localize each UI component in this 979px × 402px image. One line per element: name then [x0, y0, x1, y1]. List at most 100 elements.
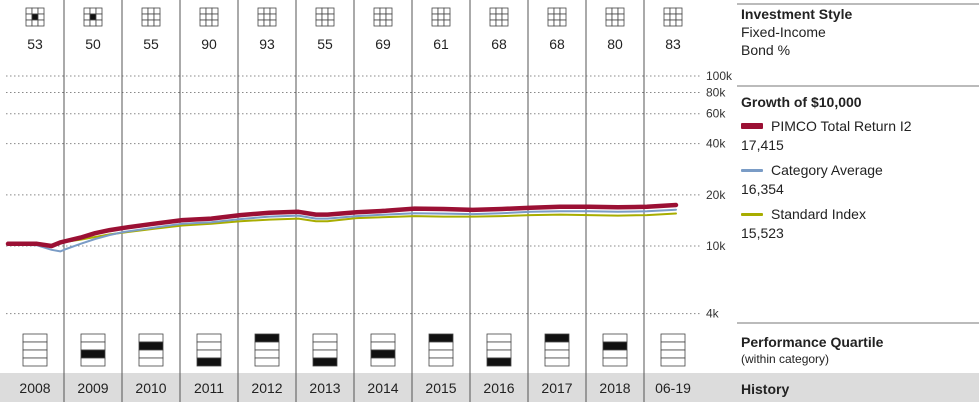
style-box-cell	[257, 13, 265, 21]
style-box-cell	[83, 19, 91, 27]
style-box-cell	[443, 19, 451, 27]
style-box-cell	[327, 19, 335, 27]
style-box-cell	[37, 19, 45, 27]
history-year-label: 2011	[194, 380, 224, 396]
style-box-cell	[25, 19, 33, 27]
quartile-cell	[196, 349, 222, 359]
style-box-cell	[663, 19, 671, 27]
quartile-cell	[370, 333, 396, 343]
style-box-cell	[141, 7, 149, 15]
style-box-cell	[89, 19, 97, 27]
history-year-label: 2018	[599, 380, 630, 396]
investment-style-line1: Fixed-Income	[741, 24, 826, 40]
quartile-cell	[486, 349, 512, 359]
style-box-cell	[211, 19, 219, 27]
history-year-label: 2013	[309, 380, 340, 396]
history-year-label: 2017	[541, 380, 572, 396]
quartile-cell	[312, 341, 338, 351]
quartile-cell	[138, 349, 164, 359]
style-box-cell	[327, 7, 335, 15]
quartile-cell	[80, 341, 106, 351]
style-box-cell	[489, 13, 497, 21]
legend-label-category: Category Average	[771, 162, 883, 178]
style-box-cell	[617, 19, 625, 27]
style-box-cell	[431, 7, 439, 15]
style-box-cell	[31, 13, 39, 21]
style-box-cell	[437, 7, 445, 15]
style-box-cell	[95, 19, 103, 27]
history-year-label: 2010	[135, 380, 166, 396]
style-box-cell	[37, 7, 45, 15]
style-box-number: 55	[317, 36, 333, 52]
y-tick-label: 4k	[706, 307, 720, 321]
quartile-cell	[428, 333, 454, 343]
style-box-cell	[269, 19, 277, 27]
style-box-cell	[199, 19, 207, 27]
style-box-cell	[315, 7, 323, 15]
quartile-cell	[80, 333, 106, 343]
style-box-cell	[437, 13, 445, 21]
quartile-cell	[254, 357, 280, 367]
style-box-cell	[321, 7, 329, 15]
legend-value-category: 16,354	[741, 181, 784, 197]
quartile-title: Performance Quartile	[741, 334, 884, 350]
quartile-cell	[428, 341, 454, 351]
style-box-cell	[385, 7, 393, 15]
style-box-cell	[611, 19, 619, 27]
style-box-cell	[385, 13, 393, 21]
style-box-cell	[199, 13, 207, 21]
style-box-cell	[617, 7, 625, 15]
investment-style-line2: Bond %	[741, 42, 791, 58]
quartile-cell	[544, 349, 570, 359]
style-box-cell	[675, 7, 683, 15]
style-box-cell	[147, 13, 155, 21]
quartile-cell	[22, 333, 48, 343]
quartile-cell	[486, 333, 512, 343]
quartile-cell	[138, 341, 164, 351]
quartile-cell	[428, 357, 454, 367]
quartile-cell	[254, 341, 280, 351]
series-line-category	[7, 208, 677, 253]
quartile-cell	[660, 357, 686, 367]
style-box-cell	[89, 13, 97, 21]
style-box-cell	[501, 13, 509, 21]
style-box-cell	[379, 13, 387, 21]
quartile-cell	[486, 357, 512, 367]
quartile-cell	[138, 333, 164, 343]
quartile-cell	[196, 333, 222, 343]
legend-swatch-index	[741, 212, 763, 216]
style-box-cell	[379, 7, 387, 15]
history-year-label: 2014	[367, 380, 398, 396]
style-box-cell	[373, 7, 381, 15]
style-box-cell	[489, 7, 497, 15]
style-box-cell	[559, 13, 567, 21]
style-box-cell	[669, 19, 677, 27]
style-box-cell	[385, 19, 393, 27]
quartile-cell	[428, 349, 454, 359]
style-box-cell	[211, 13, 219, 21]
style-box-number: 50	[85, 36, 101, 52]
legend-item-index: Standard Index	[741, 206, 866, 222]
style-box-cell	[257, 19, 265, 27]
style-box-cell	[141, 13, 149, 21]
style-box-cell	[431, 19, 439, 27]
style-box-cell	[495, 19, 503, 27]
style-box-cell	[153, 19, 161, 27]
y-tick-label: 80k	[706, 85, 726, 99]
growth-title: Growth of $10,000	[741, 94, 862, 110]
quartile-cell	[660, 341, 686, 351]
quartile-cell	[602, 333, 628, 343]
quartile-cell	[312, 333, 338, 343]
style-box-cell	[315, 13, 323, 21]
style-box-cell	[501, 7, 509, 15]
quartile-cell	[544, 333, 570, 343]
quartile-cell	[486, 341, 512, 351]
quartile-cell	[312, 349, 338, 359]
style-box-cell	[95, 13, 103, 21]
style-box-cell	[199, 7, 207, 15]
style-box-cell	[675, 19, 683, 27]
quartile-cell	[22, 357, 48, 367]
history-year-label: 2012	[251, 380, 282, 396]
style-box-cell	[437, 19, 445, 27]
style-box-cell	[559, 7, 567, 15]
